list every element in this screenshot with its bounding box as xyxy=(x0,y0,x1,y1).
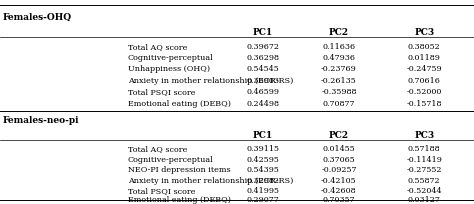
Text: NEO-PI depression items: NEO-PI depression items xyxy=(128,166,231,174)
Text: -0.24759: -0.24759 xyxy=(406,65,442,73)
Text: -0.27552: -0.27552 xyxy=(407,166,442,174)
Text: 0.54395: 0.54395 xyxy=(246,166,280,174)
Text: 0.36298: 0.36298 xyxy=(246,54,280,62)
Text: Total AQ score: Total AQ score xyxy=(128,43,187,51)
Text: Cognitive-perceptual: Cognitive-perceptual xyxy=(128,155,214,164)
Text: 0.55872: 0.55872 xyxy=(408,177,440,185)
Text: -0.52000: -0.52000 xyxy=(407,88,442,96)
Text: 0.57188: 0.57188 xyxy=(408,145,440,153)
Text: Emotional eating (DEBQ): Emotional eating (DEBQ) xyxy=(128,196,231,204)
Text: 0.70616: 0.70616 xyxy=(408,77,441,85)
Text: -0.26135: -0.26135 xyxy=(321,77,357,85)
Text: 0.70357: 0.70357 xyxy=(323,196,355,204)
Text: 0.39672: 0.39672 xyxy=(246,43,280,51)
Text: PC3: PC3 xyxy=(414,131,434,140)
Text: -0.23769: -0.23769 xyxy=(321,65,357,73)
Text: 0.11636: 0.11636 xyxy=(322,43,356,51)
Text: 0.32982: 0.32982 xyxy=(246,177,280,185)
Text: Unhappiness (OHQ): Unhappiness (OHQ) xyxy=(128,65,210,73)
Text: 0.36903: 0.36903 xyxy=(246,77,280,85)
Text: Total PSQI score: Total PSQI score xyxy=(128,88,195,96)
Text: -0.42608: -0.42608 xyxy=(321,187,357,195)
Text: 0.24498: 0.24498 xyxy=(246,100,280,108)
Text: 0.54545: 0.54545 xyxy=(246,65,280,73)
Text: Anxiety in mother relationship (ECR-RS): Anxiety in mother relationship (ECR-RS) xyxy=(128,177,293,185)
Text: PC2: PC2 xyxy=(329,28,349,37)
Text: 0.37065: 0.37065 xyxy=(322,155,356,164)
Text: 0.29077: 0.29077 xyxy=(246,196,280,204)
Text: 0.38052: 0.38052 xyxy=(408,43,441,51)
Text: Cognitive-perceptual: Cognitive-perceptual xyxy=(128,54,214,62)
Text: 0.03127: 0.03127 xyxy=(408,196,441,204)
Text: 0.47936: 0.47936 xyxy=(322,54,356,62)
Text: 0.41995: 0.41995 xyxy=(246,187,280,195)
Text: 0.46599: 0.46599 xyxy=(246,88,280,96)
Text: Anxiety in mother relationship (ECR-RS): Anxiety in mother relationship (ECR-RS) xyxy=(128,77,293,85)
Text: Total AQ score: Total AQ score xyxy=(128,145,187,153)
Text: Females-neo-pi: Females-neo-pi xyxy=(2,116,79,125)
Text: PC3: PC3 xyxy=(414,28,434,37)
Text: -0.11419: -0.11419 xyxy=(406,155,442,164)
Text: 0.42595: 0.42595 xyxy=(246,155,280,164)
Text: Females-OHQ: Females-OHQ xyxy=(2,13,72,22)
Text: 0.01455: 0.01455 xyxy=(322,145,356,153)
Text: PC1: PC1 xyxy=(253,131,273,140)
Text: 0.39115: 0.39115 xyxy=(246,145,280,153)
Text: 0.01189: 0.01189 xyxy=(408,54,441,62)
Text: -0.35988: -0.35988 xyxy=(321,88,356,96)
Text: -0.09257: -0.09257 xyxy=(321,166,356,174)
Text: Emotional eating (DEBQ): Emotional eating (DEBQ) xyxy=(128,100,231,108)
Text: 0.70877: 0.70877 xyxy=(323,100,355,108)
Text: -0.15718: -0.15718 xyxy=(407,100,442,108)
Text: Total PSQI score: Total PSQI score xyxy=(128,187,195,195)
Text: -0.52044: -0.52044 xyxy=(406,187,442,195)
Text: -0.42105: -0.42105 xyxy=(321,177,357,185)
Text: PC2: PC2 xyxy=(329,131,349,140)
Text: PC1: PC1 xyxy=(253,28,273,37)
